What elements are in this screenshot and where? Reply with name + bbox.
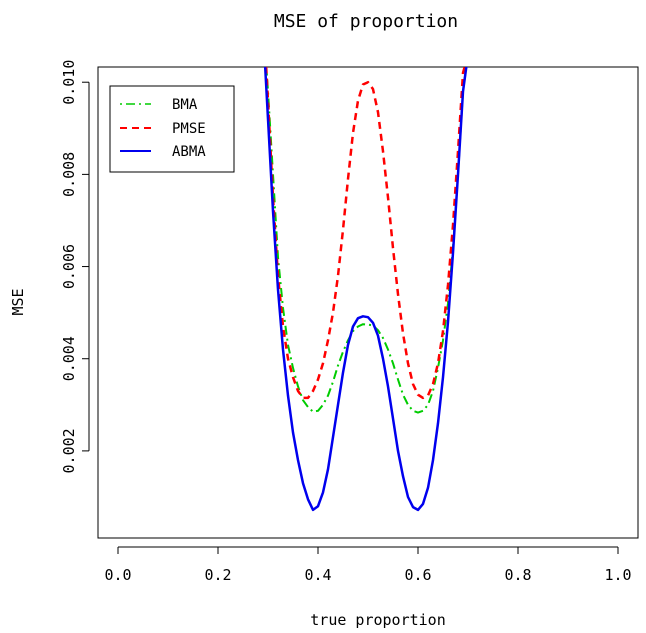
y-axis-title: MSE bbox=[9, 288, 27, 315]
legend-label-bma: BMA bbox=[172, 97, 198, 113]
y-axis: 0.002 0.004 0.006 0.008 0.010 bbox=[60, 60, 90, 473]
legend-box bbox=[109, 85, 235, 173]
y-tick-label: 0.006 bbox=[60, 244, 78, 289]
x-tick-label: 0.8 bbox=[504, 566, 531, 584]
x-axis-title: true proportion bbox=[310, 611, 445, 629]
x-tick-label: 1.0 bbox=[604, 566, 631, 584]
y-tick-label: 0.004 bbox=[60, 336, 78, 381]
series-layer bbox=[263, 67, 468, 512]
series-line-bma bbox=[265, 67, 468, 414]
x-tick-label: 0.4 bbox=[304, 566, 331, 584]
x-tick-label: 0.2 bbox=[204, 566, 231, 584]
series-line-abma bbox=[263, 67, 468, 512]
legend: BMA PMSE ABMA bbox=[109, 85, 235, 173]
y-tick-label: 0.002 bbox=[60, 428, 78, 473]
chart-title: MSE of proportion bbox=[274, 11, 458, 32]
y-tick-label: 0.010 bbox=[60, 60, 78, 105]
legend-label-pmse: PMSE bbox=[172, 121, 206, 137]
x-axis: 0.0 0.2 0.4 0.6 0.8 1.0 bbox=[104, 546, 632, 584]
legend-label-abma: ABMA bbox=[172, 144, 206, 160]
x-tick-label: 0.6 bbox=[404, 566, 431, 584]
plot-frame bbox=[97, 66, 639, 539]
y-tick-label: 0.008 bbox=[60, 152, 78, 197]
x-tick-label: 0.0 bbox=[104, 566, 131, 584]
series-line-pmse bbox=[264, 67, 466, 400]
